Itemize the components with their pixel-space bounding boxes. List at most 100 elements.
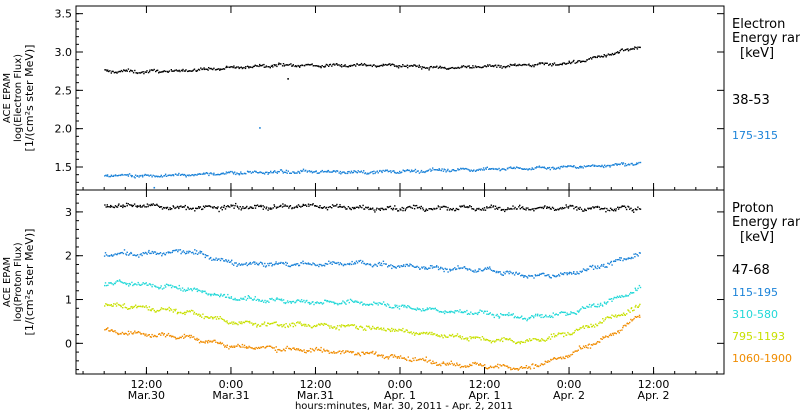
legend-title-proton: Proton [732, 201, 774, 216]
data-point-electron [482, 66, 484, 68]
data-point-proton [208, 293, 210, 295]
data-point-proton [400, 305, 402, 307]
data-point-proton [194, 338, 196, 340]
data-point-proton [543, 339, 545, 342]
data-point-proton [223, 204, 225, 207]
data-point-proton [227, 205, 229, 207]
data-point-proton [628, 257, 631, 259]
data-point-proton [466, 309, 468, 312]
data-point-proton [140, 333, 142, 335]
data-point-proton [437, 268, 440, 271]
data-point-proton [279, 324, 281, 326]
data-point-proton [538, 207, 540, 209]
data-point-electron [352, 64, 355, 66]
data-point-proton [594, 265, 596, 267]
data-point-electron [336, 64, 339, 66]
data-point-electron [477, 169, 479, 171]
data-point-electron [316, 172, 318, 174]
data-point-electron [384, 63, 387, 66]
data-point-proton [487, 367, 490, 369]
data-point-electron [306, 171, 308, 173]
data-point-proton [323, 350, 325, 352]
data-point-proton [515, 316, 518, 319]
data-point-proton [464, 267, 467, 270]
data-point-proton [393, 307, 395, 309]
data-point-proton [104, 252, 107, 254]
data-point-proton [496, 270, 498, 273]
data-point-electron [115, 175, 117, 177]
data-point-proton [260, 300, 263, 302]
data-point-proton [330, 261, 332, 264]
data-point-proton [374, 211, 376, 213]
data-point-proton [257, 298, 259, 301]
data-point-proton [215, 341, 217, 343]
data-point-electron [399, 170, 401, 173]
data-point-proton [168, 208, 170, 211]
data-point-proton [633, 317, 635, 320]
data-point-proton [416, 265, 418, 268]
data-point-electron [442, 67, 444, 69]
data-point-proton [188, 334, 191, 337]
data-point-proton [506, 365, 509, 367]
data-point-proton [442, 311, 445, 313]
data-point-proton [503, 364, 505, 366]
data-point-proton [456, 364, 458, 366]
data-point-electron [448, 170, 450, 172]
data-point-electron [284, 64, 286, 66]
data-point-electron [275, 171, 277, 173]
data-point-electron [112, 175, 115, 177]
data-point-proton [398, 356, 400, 358]
data-point-electron [496, 66, 498, 68]
data-point-proton [336, 262, 338, 265]
data-point-proton [451, 333, 454, 336]
data-point-proton [522, 341, 524, 343]
data-point-proton [394, 208, 397, 210]
data-point-proton [292, 264, 295, 266]
x-tick-time-label: 0:00 [219, 378, 244, 391]
data-point-proton [511, 340, 513, 342]
data-point-electron [310, 170, 313, 173]
data-point-proton [320, 263, 322, 266]
data-point-electron [416, 65, 418, 67]
data-point-proton [131, 332, 133, 335]
data-point-electron [555, 64, 557, 66]
data-point-proton [243, 207, 245, 210]
data-point-proton [332, 327, 334, 329]
data-point-electron [158, 71, 161, 73]
data-point-proton [473, 208, 475, 210]
data-point-proton [534, 207, 536, 210]
y-tick-label-electron: 3.5 [55, 8, 73, 21]
data-point-proton [310, 351, 312, 353]
data-point-proton [577, 329, 579, 331]
data-point-electron [180, 173, 182, 176]
data-point-electron [135, 72, 137, 74]
data-point-electron [271, 64, 273, 67]
data-point-proton [250, 263, 252, 265]
data-point-proton [439, 310, 441, 313]
data-point-proton [453, 335, 455, 337]
data-point-electron [177, 70, 180, 72]
data-point-proton [350, 299, 353, 302]
data-point-electron [259, 171, 261, 173]
data-point-proton [471, 336, 473, 338]
data-point-electron [521, 168, 524, 170]
data-point-proton [391, 265, 394, 267]
data-point-electron [128, 173, 131, 175]
data-point-electron [486, 166, 488, 168]
data-point-proton [341, 324, 343, 326]
data-point-proton [155, 335, 158, 338]
data-point-electron [338, 64, 340, 66]
data-point-proton [255, 299, 257, 301]
data-point-proton [247, 263, 250, 266]
data-point-proton [283, 302, 285, 304]
data-point-proton [265, 345, 268, 348]
data-point-electron [320, 66, 322, 69]
data-point-electron [499, 169, 502, 171]
data-point-proton [204, 254, 207, 256]
data-point-electron [325, 170, 327, 173]
data-point-electron [243, 66, 245, 69]
data-point-proton [585, 269, 587, 272]
data-point-proton [366, 303, 368, 306]
data-point-proton [614, 260, 617, 262]
data-point-proton [228, 261, 231, 263]
